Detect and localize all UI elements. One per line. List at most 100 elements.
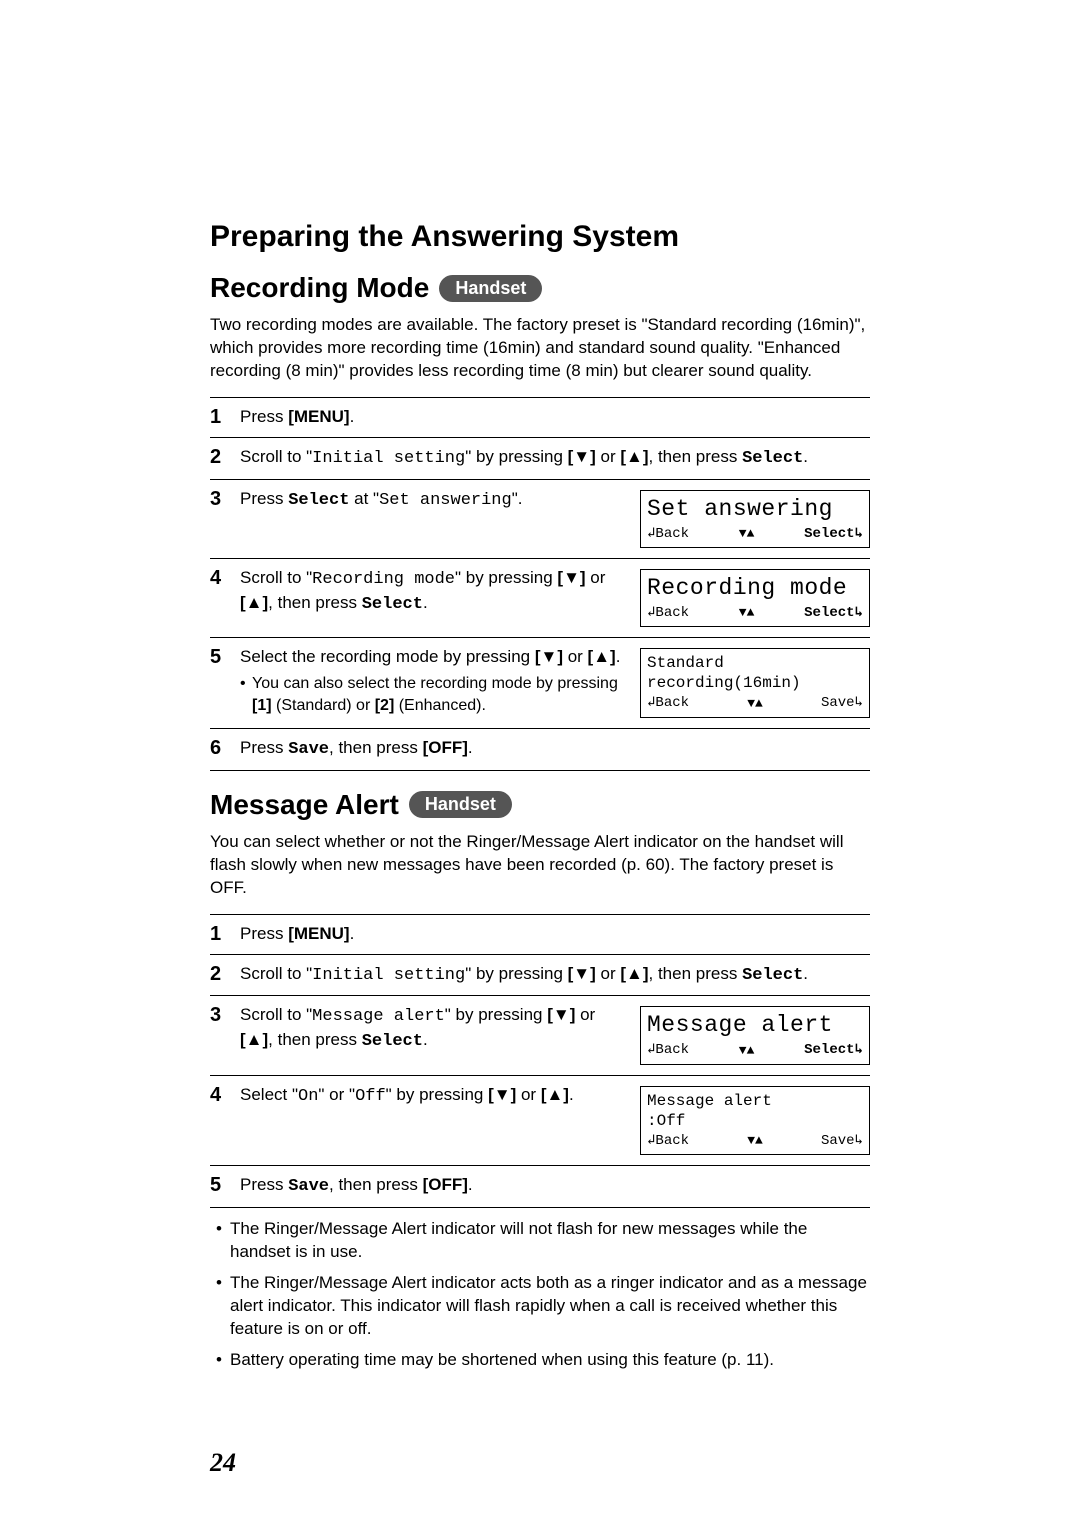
text: You can also select the recording mode b… — [252, 675, 618, 692]
lcd-soft-left: ↲Back — [647, 526, 689, 544]
step-body: Press Save, then press [OFF]. — [240, 1174, 870, 1199]
lcd-arrows-icon: ▼▲ — [739, 526, 755, 542]
step-3: 3 Press Select at "Set answering". Set a… — [210, 480, 870, 559]
key-label: [2] — [375, 697, 395, 714]
key-label: [▼] — [535, 647, 563, 666]
lcd-line: Message alert — [647, 1091, 863, 1111]
text: Scroll to " — [240, 964, 312, 983]
step-body: Press Save, then press [OFF]. — [240, 737, 870, 762]
key-label: [▼] — [568, 447, 596, 466]
lcd-softkeys: ↲Back ▼▲ Select↳ — [647, 605, 863, 623]
step-number: 1 — [210, 923, 228, 946]
lcd-soft-right: Select↳ — [804, 1042, 863, 1060]
lcd-line: Standard — [647, 653, 863, 673]
text: Scroll to " — [240, 1005, 312, 1024]
lcd-soft-left: ↲Back — [647, 605, 689, 623]
text: (Standard) or — [272, 697, 375, 714]
step-body: Select the recording mode by pressing [▼… — [240, 646, 628, 716]
text: Press — [240, 924, 288, 943]
step-number: 2 — [210, 963, 228, 986]
key-label: [MENU] — [288, 924, 349, 943]
text: " by pressing — [455, 568, 557, 587]
text: . — [468, 738, 473, 757]
text: " or " — [318, 1085, 355, 1104]
step-body: Scroll to "Initial setting" by pressing … — [240, 446, 870, 471]
text: or — [586, 568, 606, 587]
lcd-title: Set answering — [647, 495, 863, 524]
lcd-soft-left: ↲Back — [647, 695, 689, 713]
recording-mode-intro: Two recording modes are available. The f… — [210, 314, 870, 383]
key-label: [1] — [252, 697, 272, 714]
softkey-label: Select — [362, 1032, 423, 1051]
message-alert-heading: Message Alert Handset — [210, 789, 870, 821]
step-body: Scroll to "Recording mode" by pressing [… — [240, 567, 628, 617]
menu-item: Off — [355, 1087, 386, 1106]
step-number: 4 — [210, 567, 228, 590]
text: . — [803, 447, 808, 466]
text: or — [596, 964, 621, 983]
lcd-box: Standard recording(16min) ↲Back ▼▲ Save↳ — [640, 648, 870, 718]
text: at " — [349, 489, 379, 508]
page-number: 24 — [210, 1448, 236, 1478]
lcd-soft-left: ↲Back — [647, 1042, 689, 1060]
lcd-soft-right: Select↳ — [804, 605, 863, 623]
step-number: 4 — [210, 1084, 228, 1107]
key-label: [▲] — [620, 964, 648, 983]
step-2: 2 Scroll to "Initial setting" by pressin… — [210, 438, 870, 480]
step-number: 3 — [210, 488, 228, 511]
menu-item: Initial setting — [312, 449, 465, 468]
text: or — [575, 1005, 595, 1024]
softkey-label: Select — [742, 449, 803, 468]
menu-item: On — [298, 1087, 318, 1106]
step-3: 3 Scroll to "Message alert" by pressing … — [210, 996, 870, 1075]
step-number: 2 — [210, 446, 228, 469]
key-label: [▼] — [568, 964, 596, 983]
step-1: 1 Press [MENU]. — [210, 915, 870, 955]
key-label: [▲] — [588, 647, 616, 666]
step-body: Scroll to "Message alert" by pressing [▼… — [240, 1004, 628, 1054]
lcd-box: Recording mode ↲Back ▼▲ Select↳ — [640, 569, 870, 627]
heading-text: Message Alert — [210, 789, 399, 821]
step-body: Press [MENU]. — [240, 923, 870, 946]
step-5: 5 Press Save, then press [OFF]. — [210, 1166, 870, 1208]
softkey-label: Save — [288, 740, 329, 759]
softkey-label: Select — [288, 491, 349, 510]
key-label: [OFF] — [423, 738, 468, 757]
key-label: [▲] — [541, 1085, 569, 1104]
text: . — [803, 964, 808, 983]
message-alert-intro: You can select whether or not the Ringer… — [210, 831, 870, 900]
text: (Enhanced). — [394, 697, 486, 714]
lcd-soft-left: ↲Back — [647, 1133, 689, 1151]
text: Press — [240, 489, 288, 508]
lcd-arrows-icon: ▼▲ — [747, 1133, 763, 1149]
text: Press — [240, 738, 288, 757]
text: , then press — [268, 593, 362, 612]
lcd-line: :Off — [647, 1111, 863, 1131]
key-label: [▼] — [547, 1005, 575, 1024]
text: , then press — [268, 1030, 362, 1049]
step-number: 3 — [210, 1004, 228, 1027]
menu-item: Recording mode — [312, 570, 455, 589]
step-number: 1 — [210, 406, 228, 429]
text: Scroll to " — [240, 568, 312, 587]
text: . — [423, 1030, 428, 1049]
text: Press — [240, 407, 288, 426]
text: " by pressing — [386, 1085, 488, 1104]
lcd-box: Message alert ↲Back ▼▲ Select↳ — [640, 1006, 870, 1064]
lcd-soft-right: Select↳ — [804, 526, 863, 544]
key-label: [▼] — [557, 568, 585, 587]
heading-text: Recording Mode — [210, 272, 429, 304]
text: " by pressing — [465, 964, 567, 983]
key-label: [OFF] — [423, 1175, 468, 1194]
recording-mode-steps: 1 Press [MENU]. 2 Scroll to "Initial set… — [210, 397, 870, 771]
text: " by pressing — [445, 1005, 547, 1024]
key-label: [▼] — [488, 1085, 516, 1104]
step-4: 4 Scroll to "Recording mode" by pressing… — [210, 559, 870, 638]
key-label: [▲] — [620, 447, 648, 466]
manual-page: Preparing the Answering System Recording… — [0, 0, 1080, 1528]
text: , then press — [329, 738, 423, 757]
lcd-screen: Message alert :Off ↲Back ▼▲ Save↳ — [640, 1084, 870, 1158]
text: " by pressing — [465, 447, 567, 466]
step-5: 5 Select the recording mode by pressing … — [210, 638, 870, 729]
lcd-line: recording(16min) — [647, 673, 863, 693]
